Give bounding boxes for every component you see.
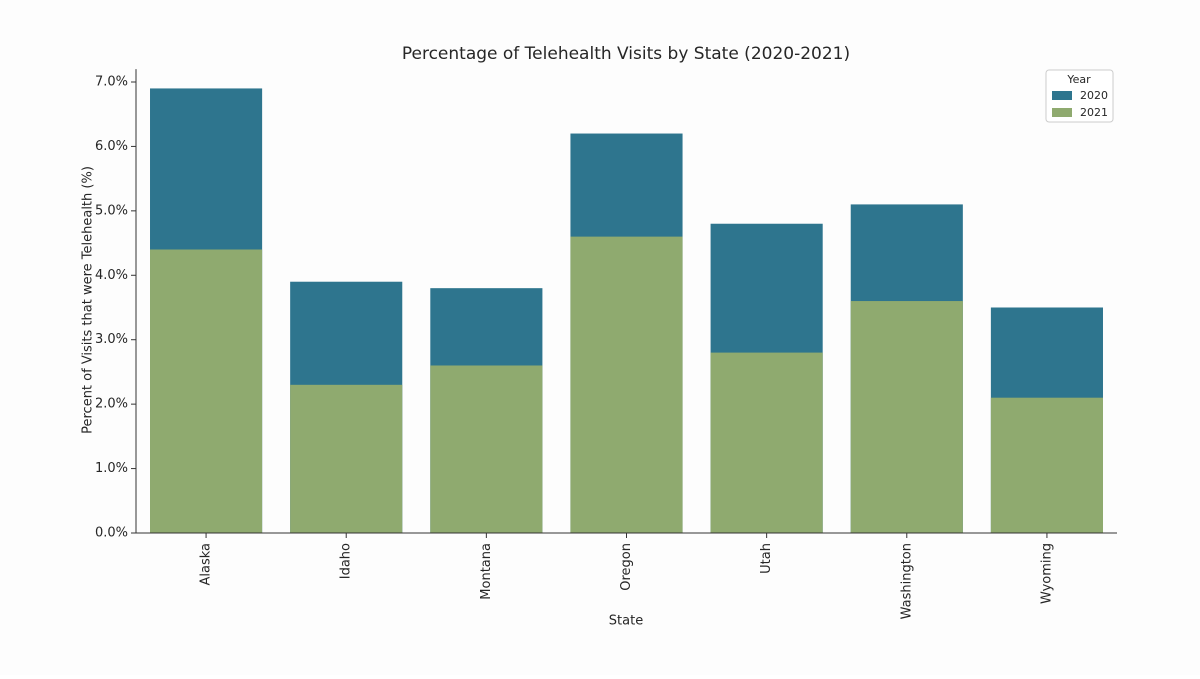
legend-title: Year: [1066, 73, 1091, 86]
x-tick-label: Idaho: [339, 543, 354, 579]
y-tick-label: 7.0%: [95, 74, 128, 89]
y-axis-label: Percent of Visits that were Telehealth (…: [81, 166, 96, 434]
y-tick-label: 2.0%: [95, 397, 128, 412]
legend-label: 2020: [1080, 89, 1108, 102]
legend-swatch: [1052, 108, 1072, 117]
y-tick-label: 3.0%: [95, 332, 128, 347]
bar: [290, 384, 403, 533]
bar: [570, 236, 683, 533]
bar: [990, 397, 1103, 533]
bar: [710, 352, 823, 533]
y-tick-label: 6.0%: [95, 139, 128, 154]
x-tick-label: Montana: [479, 543, 494, 600]
y-tick-label: 1.0%: [95, 461, 128, 476]
x-tick-label: Utah: [759, 543, 774, 574]
plot-area: [150, 88, 1103, 534]
y-tick-label: 0.0%: [95, 526, 128, 541]
y-tick-label: 4.0%: [95, 268, 128, 283]
y-tick-label: 5.0%: [95, 203, 128, 218]
bar: [430, 365, 543, 533]
chart-title: Percentage of Telehealth Visits by State…: [402, 44, 850, 64]
axes: 0.0% 1.0% 2.0% 3.0% 4.0% 5.0% 6.0% 7.0% Alaska Id…: [95, 69, 1117, 619]
legend-swatch: [1052, 91, 1072, 100]
x-tick-label: Washington: [899, 543, 914, 619]
legend-label: 2021: [1080, 106, 1108, 119]
x-tick-label: Alaska: [199, 543, 214, 586]
legend: Year 2020 2021: [1045, 69, 1114, 123]
x-tick-label: Oregon: [619, 543, 634, 591]
bar: [850, 301, 963, 533]
bar: [150, 249, 263, 533]
x-tick-label: Wyoming: [1039, 543, 1054, 604]
x-axis-label: State: [609, 614, 643, 629]
